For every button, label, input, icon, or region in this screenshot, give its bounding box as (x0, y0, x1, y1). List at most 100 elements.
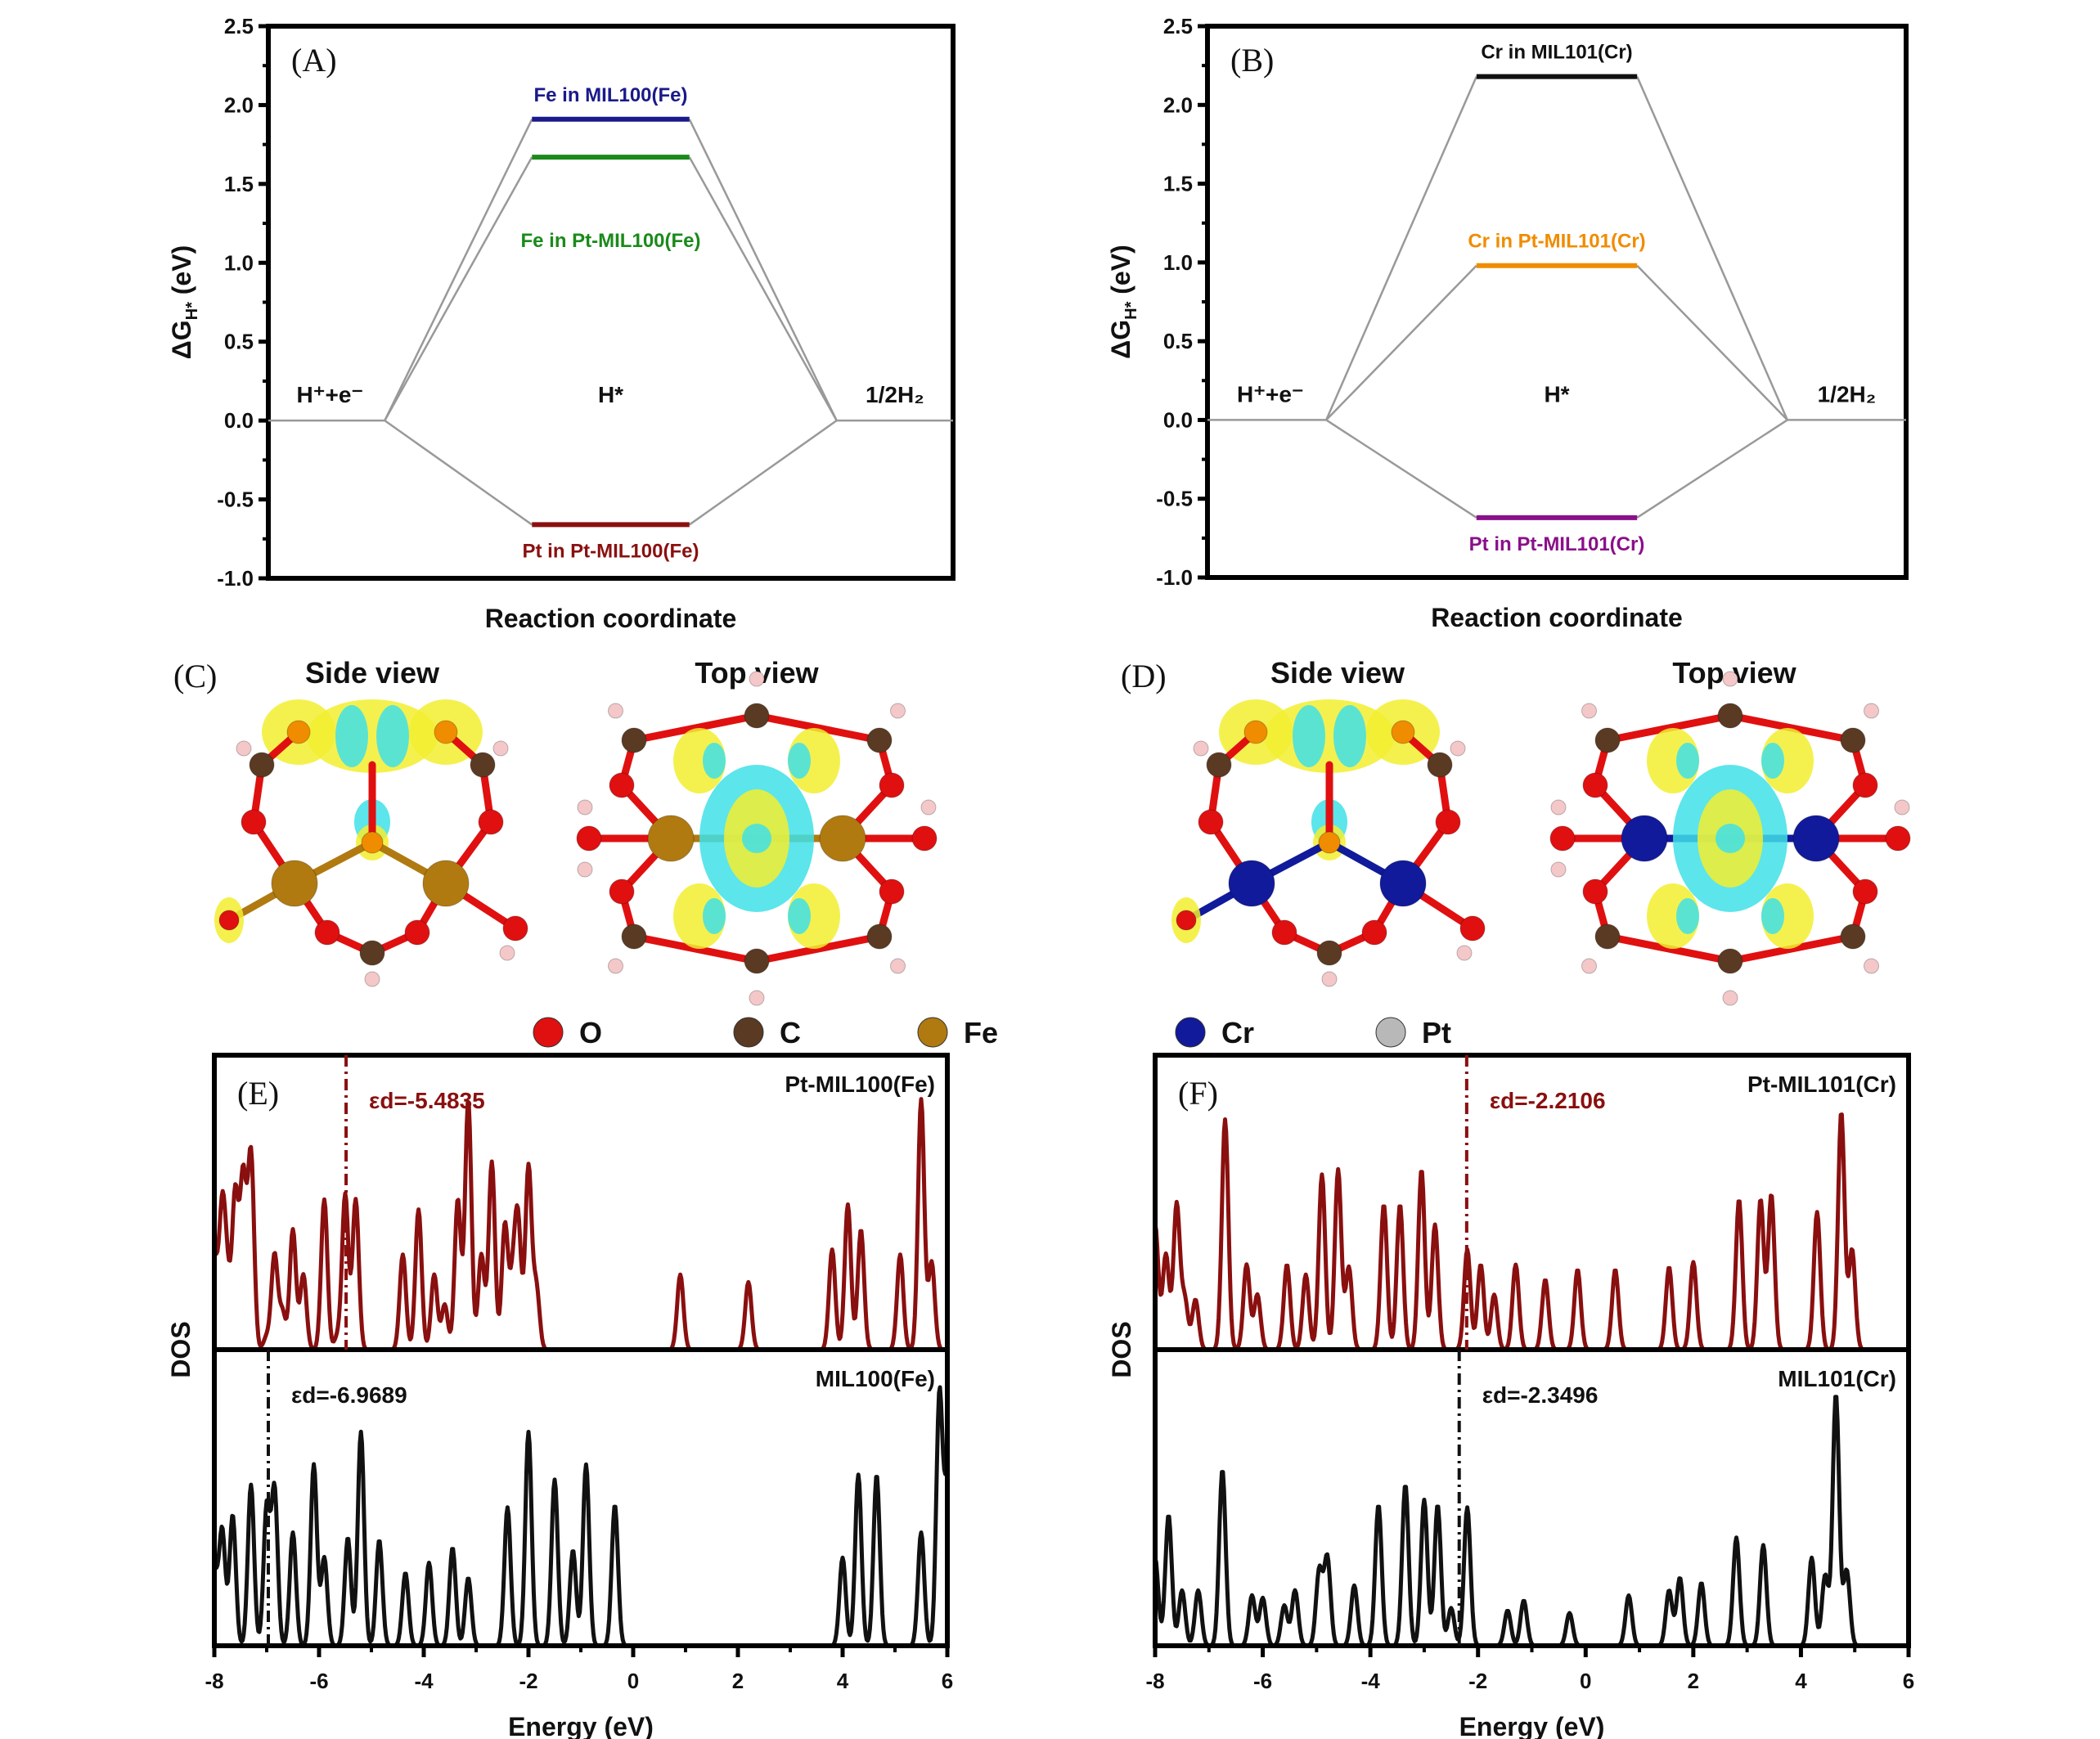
atom-legend-swatch (1175, 1017, 1206, 1048)
atom-h (1864, 958, 1879, 974)
atom-o (218, 910, 240, 931)
connector-line (1636, 76, 1788, 420)
atom-h (1581, 703, 1597, 719)
y-ticks: 2.5 2.0 1.5 1.0 0.5 0.0 -0.5 -1.0 (217, 14, 268, 591)
panel-label: (D) (1121, 658, 1167, 694)
atom-o (609, 772, 635, 798)
atom-legend-swatch (733, 1017, 764, 1048)
atom-h (1722, 671, 1738, 687)
y-axis-label: DOS (1107, 1321, 1136, 1377)
level-label: Pt in Pt-MIL101(Cr) (1469, 533, 1645, 555)
panel-label: (E) (237, 1075, 279, 1112)
d-band-center-label: εd=-2.3496 (1482, 1382, 1599, 1408)
y-tick-label: 2.0 (224, 92, 254, 117)
y-axis-label: ΔGH* (eV) (167, 245, 201, 359)
side-view-label: Side view (305, 656, 440, 690)
atom-o (1852, 878, 1878, 905)
connector-line (1636, 264, 1788, 421)
atom-h (1450, 740, 1466, 757)
bond (1726, 712, 1857, 744)
atom-h (1894, 799, 1910, 816)
atom-metal (819, 815, 866, 862)
charge-density-lobe (742, 824, 771, 853)
x-tick-label: 0 (627, 1669, 639, 1693)
atom-metal (1379, 860, 1427, 907)
atom-h (1581, 958, 1597, 974)
atom-h (499, 945, 515, 961)
x-tick-label: -6 (309, 1669, 328, 1693)
y-tick-label: 2.5 (1163, 14, 1193, 38)
level-label: Cr in MIL101(Cr) (1481, 42, 1632, 64)
atom-o (478, 809, 504, 835)
side-view-label: Side view (1270, 656, 1405, 690)
dos-curve (1153, 1395, 1910, 1648)
atom-c (359, 940, 385, 966)
atom-metal (271, 860, 318, 907)
charge-density-lobe (335, 705, 368, 767)
x-tick-label: 2 (732, 1669, 744, 1693)
level-label: Cr in Pt-MIL101(Cr) (1468, 231, 1645, 253)
atom-h (1193, 740, 1209, 757)
atom-h (1456, 945, 1473, 961)
state-label: H* (1544, 381, 1569, 407)
atom-metal (647, 815, 695, 862)
x-tick-label: -4 (1361, 1669, 1381, 1693)
chart-panel-e: (E) Energy (eV) DOS -8 -6 -4 -2 0 2 4 6 εd=-5.4… (166, 1053, 953, 1739)
atom-legend-label: C (780, 1016, 801, 1049)
energy-levels: Cr in MIL101(Cr) Cr in Pt-MIL101(Cr) Pt in… (1207, 42, 1906, 555)
series-label: MIL101(Cr) (1778, 1366, 1896, 1391)
atom-c (1206, 752, 1232, 778)
charge-density-lobe (376, 705, 409, 767)
charge-density-lobe (1761, 743, 1784, 779)
connector-line (1636, 419, 1788, 519)
bond (1603, 932, 1734, 965)
atom-o (1391, 720, 1415, 744)
atom-o (1271, 919, 1297, 946)
atom-c (1594, 923, 1621, 950)
atom-c (866, 727, 893, 753)
atom-h (749, 671, 765, 687)
series-label: Pt-MIL100(Fe) (785, 1072, 935, 1097)
bond (630, 932, 761, 965)
level-label: Fe in Pt-MIL100(Fe) (520, 230, 700, 252)
charge-density-lobe (703, 898, 726, 934)
series-label: Pt-MIL101(Cr) (1747, 1072, 1896, 1097)
level-label: Pt in Pt-MIL100(Fe) (522, 540, 699, 562)
atom-o (241, 809, 267, 835)
top-view-structure (576, 671, 938, 1006)
atom-o (1243, 720, 1268, 744)
chart-panel-a: (A) Reaction coordinate ΔGH* (eV) 2.5 2.0… (167, 14, 956, 633)
atom-legend-swatch (1375, 1017, 1406, 1048)
y-tick-label: 0.5 (224, 330, 254, 354)
connector-line (688, 156, 838, 421)
atom-c (866, 923, 893, 950)
y-tick-label: 0.0 (1163, 407, 1193, 432)
level-label: Fe in MIL100(Fe) (533, 84, 687, 106)
connector-line (384, 119, 533, 421)
panel-label: (C) (173, 658, 217, 694)
atom-h (492, 740, 509, 757)
atom-legend-label: Cr (1221, 1016, 1254, 1049)
y-tick-label: 1.0 (1163, 250, 1193, 275)
atom-o (911, 825, 938, 852)
atom-legend-label: Fe (964, 1016, 998, 1049)
atom-h (1864, 703, 1879, 719)
atom-o (361, 831, 384, 854)
atom-o (1459, 915, 1486, 941)
x-tick-label: -8 (1145, 1669, 1164, 1693)
atom-metal (422, 860, 470, 907)
atom-h (577, 861, 593, 878)
charge-density-lobe (1716, 824, 1745, 853)
d-band-center-label: εd=-5.4835 (369, 1088, 485, 1113)
connector-line (384, 420, 533, 526)
y-tick-label: -1.0 (1156, 565, 1193, 590)
y-axis-label: ΔGH* (eV) (1106, 245, 1140, 358)
atom-o (879, 878, 905, 905)
charge-density-lobe (788, 743, 811, 779)
state-label: H⁺+e⁻ (1237, 381, 1304, 407)
x-tick-label: -2 (519, 1669, 537, 1693)
y-tick-label: -0.5 (217, 488, 254, 512)
x-axis-label: Reaction coordinate (485, 604, 737, 633)
charge-density-lobe (1761, 898, 1784, 934)
atom-c (621, 923, 647, 950)
